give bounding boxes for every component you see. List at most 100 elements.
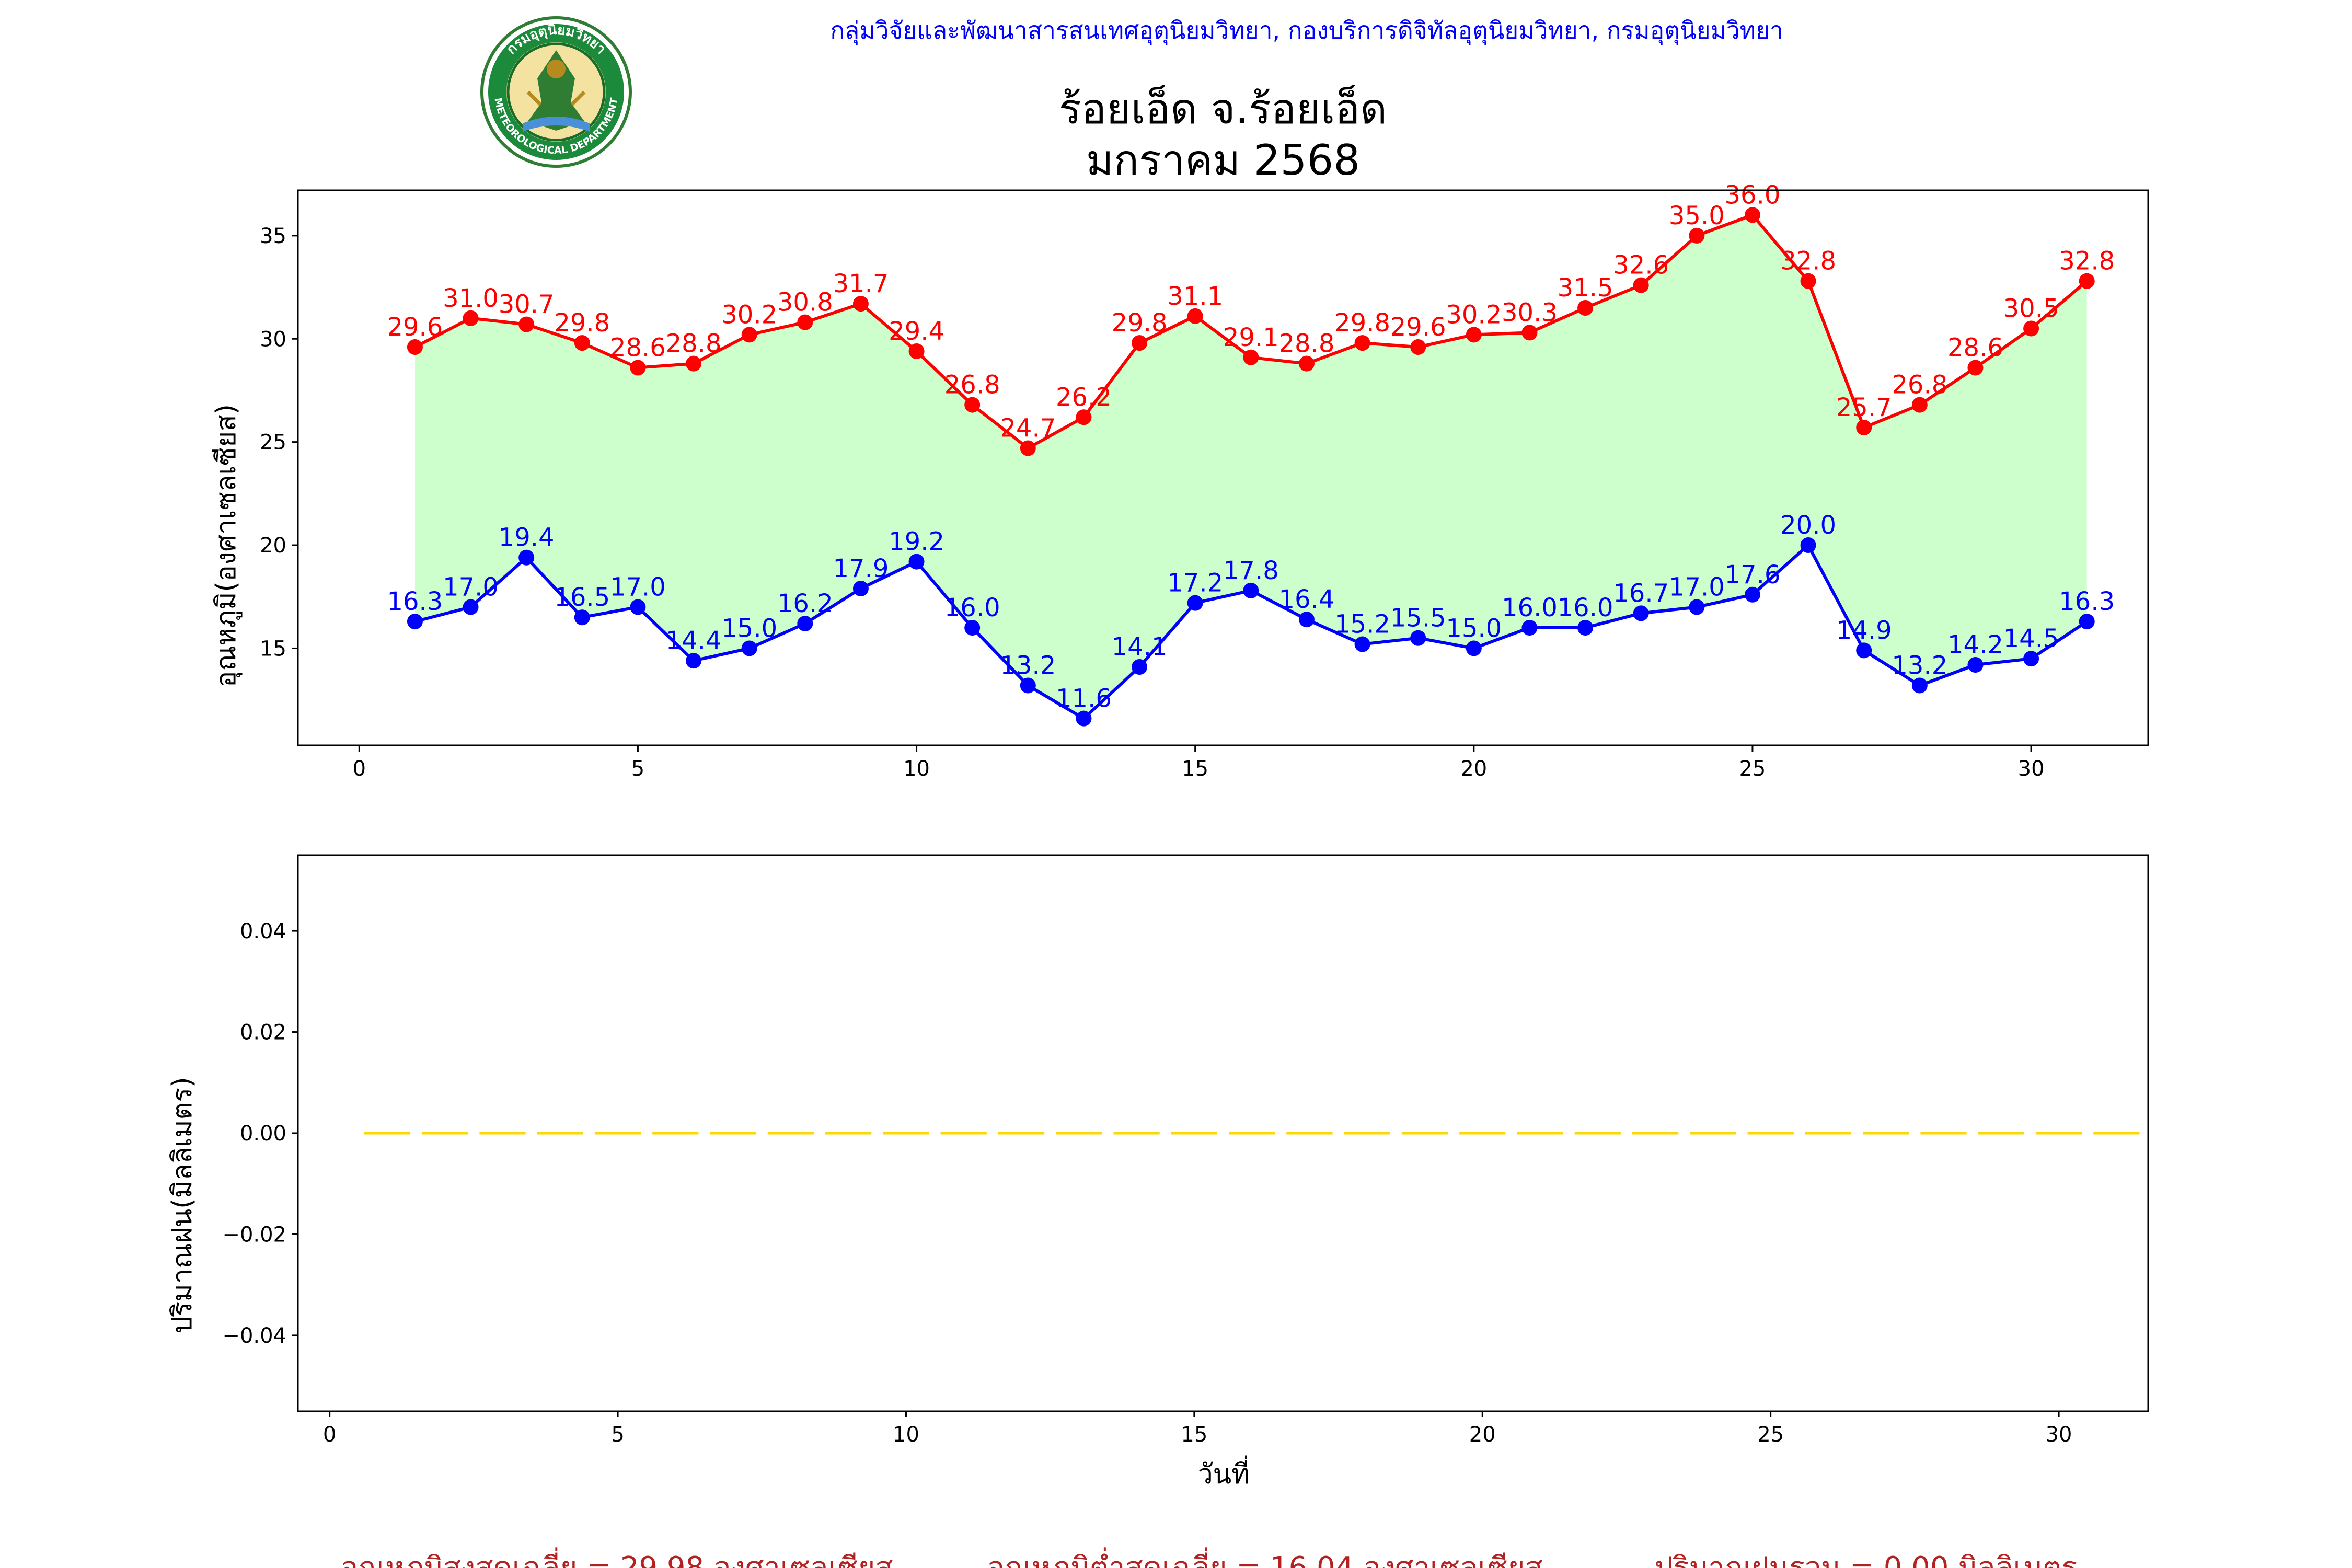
min-temperature-point (797, 616, 813, 632)
max-temperature-point (1577, 300, 1594, 316)
min-temperature-point (630, 599, 646, 615)
min-temperature-data-label: 15.5 (1390, 604, 1446, 633)
max-temperature-point (797, 314, 813, 330)
x-tick-label: 5 (631, 757, 644, 781)
max-temperature-point (518, 316, 535, 332)
min-temperature-point (1856, 642, 1872, 659)
max-temperature-data-label: 30.5 (2003, 294, 2059, 324)
max-temperature-point (1466, 327, 1482, 343)
min-temperature-point (1076, 710, 1092, 727)
min-temperature-data-label: 16.3 (2059, 587, 2115, 616)
chart-title-line2: มกราคม 2568 (1086, 136, 1360, 185)
min-temperature-point (1967, 657, 1984, 673)
max-temperature-data-label: 31.0 (443, 284, 499, 313)
max-temperature-point (1187, 308, 1203, 324)
x-tick-label: 15 (1182, 757, 1208, 781)
min-temperature-data-label: 20.0 (1780, 511, 1836, 540)
min-temperature-point (463, 599, 479, 615)
min-temperature-data-label: 16.0 (1502, 593, 1558, 622)
min-temperature-data-label: 19.4 (499, 523, 555, 552)
department-logo: กรมอุตุนิยมวิทยา METEOROLOGICAL DEPARTME… (480, 16, 632, 168)
max-temperature-point (686, 355, 702, 372)
min-temperature-point (518, 549, 535, 566)
summary-avg-max: อุณหภูมิสูงสุดเฉลี่ย = 29.98 องศาเซลเซีย… (340, 1547, 893, 1568)
min-temperature-point (574, 609, 590, 626)
min-temperature-data-label: 14.9 (1836, 616, 1892, 645)
max-temperature-point (964, 397, 981, 413)
x-tick-label: 5 (611, 1423, 624, 1447)
max-temperature-point (1689, 227, 1705, 244)
y-tick-label: 35 (260, 224, 286, 248)
min-temperature-data-label: 14.4 (666, 626, 722, 655)
min-temperature-point (1689, 599, 1705, 615)
min-temperature-data-label: 13.2 (1000, 651, 1056, 681)
min-temperature-data-label: 16.2 (777, 589, 833, 618)
x-tick-label: 15 (1181, 1423, 1207, 1447)
max-temperature-data-label: 29.6 (387, 313, 443, 342)
min-temperature-point (407, 614, 423, 630)
min-temperature-point (1243, 582, 1259, 598)
x-axis-label: วันที่ (1197, 1455, 1249, 1490)
min-temperature-point (1410, 630, 1426, 646)
x-tick-label: 0 (353, 757, 366, 781)
max-temperature-point (1744, 207, 1760, 223)
max-temperature-point (1076, 409, 1092, 425)
min-temperature-point (908, 554, 925, 570)
max-temperature-data-label: 28.6 (610, 333, 666, 363)
max-temperature-data-label: 30.2 (1446, 300, 1502, 329)
min-temperature-data-label: 16.4 (1279, 585, 1335, 614)
max-temperature-point (1967, 360, 1984, 376)
max-temperature-data-label: 29.6 (1390, 313, 1446, 342)
x-tick-label: 10 (903, 757, 930, 781)
y-tick-label: −0.04 (222, 1324, 286, 1348)
min-temperature-data-label: 16.0 (944, 593, 1000, 622)
rainfall-chart: 0 5 10 15 20 25 30 −0.04 −0.02 0.00 0.02 0.04 (222, 854, 2149, 1447)
x-tick-label: 25 (1757, 1423, 1784, 1447)
max-temperature-data-label: 26.8 (1892, 371, 1947, 400)
temperature-axis-label: อุณหภูมิ(องศาเซลเซียส) (211, 404, 243, 687)
min-temperature-data-label: 14.2 (1947, 630, 2003, 660)
min-temperature-point (1800, 537, 1816, 554)
max-temperature-point (463, 310, 479, 326)
y-tick-label: 0.04 (240, 919, 286, 943)
max-temperature-point (1354, 335, 1370, 351)
max-temperature-data-label: 36.0 (1725, 180, 1781, 210)
max-temperature-data-label: 29.8 (1334, 308, 1390, 338)
x-tick-label: 30 (2046, 1423, 2072, 1447)
max-temperature-data-label: 30.8 (777, 288, 833, 317)
min-temperature-point (1466, 640, 1482, 656)
max-temperature-data-label: 30.2 (721, 300, 777, 329)
max-temperature-point (1020, 440, 1036, 456)
max-temperature-data-label: 29.1 (1223, 323, 1279, 352)
max-temperature-data-label: 28.6 (1947, 333, 2003, 363)
max-temperature-point (1856, 420, 1872, 436)
min-temperature-point (1354, 636, 1370, 652)
min-temperature-data-label: 16.0 (1558, 593, 1613, 622)
min-temperature-data-label: 15.0 (721, 614, 777, 643)
max-temperature-data-label: 31.7 (833, 269, 889, 298)
min-temperature-data-label: 17.0 (443, 572, 499, 602)
y-tick-label: −0.02 (222, 1223, 286, 1247)
max-temperature-data-label: 31.1 (1167, 282, 1223, 311)
min-temperature-point (964, 619, 981, 636)
max-temperature-point (741, 327, 757, 343)
max-temperature-data-label: 29.8 (1112, 308, 1168, 338)
min-temperature-point (1911, 677, 1928, 694)
min-temperature-point (1744, 586, 1760, 603)
department-line: กลุ่มวิจัยและพัฒนาสารสนเทศอุตุนิยมวิทยา,… (830, 16, 1783, 45)
max-temperature-point (1243, 349, 1259, 365)
x-tick-label: 30 (2018, 757, 2045, 781)
max-temperature-point (1521, 325, 1538, 341)
y-tick-label: 0.02 (240, 1021, 286, 1045)
max-temperature-point (574, 335, 590, 351)
min-temperature-data-label: 17.6 (1725, 560, 1781, 590)
temperature-chart: 29.631.0 30.729.828.6 28.830.2 30.831.729.4… (260, 180, 2149, 781)
max-temperature-data-label: 35.0 (1669, 201, 1725, 230)
min-temperature-data-label: 17.0 (1669, 572, 1725, 602)
max-temperature-data-label: 29.8 (554, 308, 610, 338)
min-temperature-data-label: 16.5 (554, 583, 610, 612)
max-temperature-point (1800, 273, 1816, 289)
max-temperature-data-label: 31.5 (1558, 273, 1613, 303)
min-temperature-data-label: 16.3 (387, 587, 443, 616)
y-tick-label: 30 (260, 327, 286, 351)
